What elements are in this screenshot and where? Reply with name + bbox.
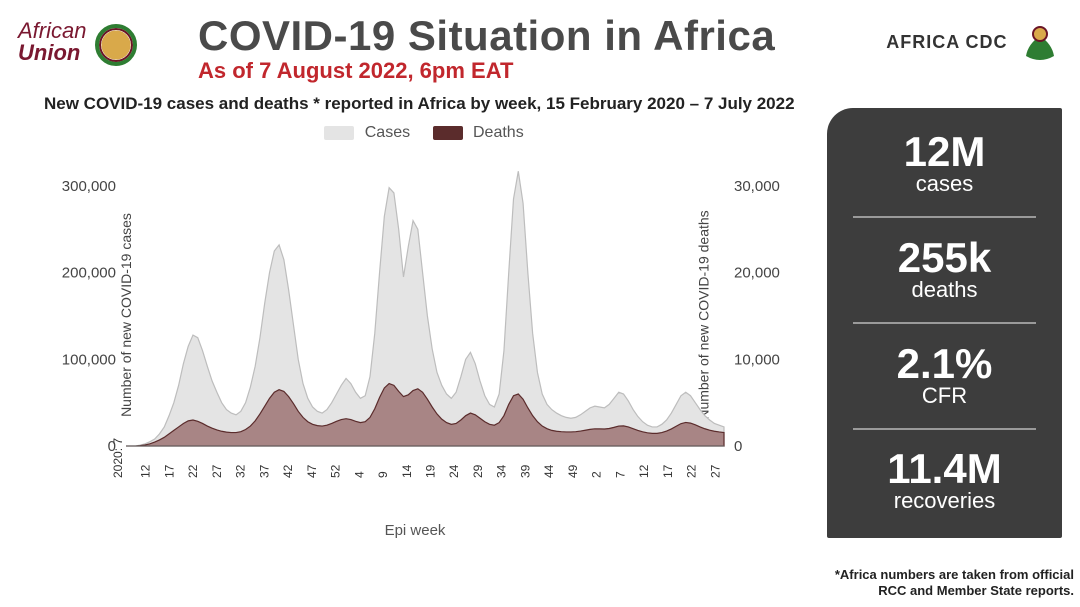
cdc-emblem-icon xyxy=(1018,20,1062,64)
svg-text:14: 14 xyxy=(400,464,414,478)
header: African Union COVID-19 Situation in Afri… xyxy=(0,0,1080,84)
stat-label: recoveries xyxy=(845,488,1044,514)
title-block: COVID-19 Situation in Africa As of 7 Aug… xyxy=(188,12,862,84)
stat-cfr: 2.1% CFR xyxy=(845,339,1044,413)
footnote: *Africa numbers are taken from official … xyxy=(814,567,1074,600)
stat-label: cases xyxy=(845,171,1044,197)
svg-text:47: 47 xyxy=(305,464,319,478)
page-title: COVID-19 Situation in Africa xyxy=(198,12,862,60)
legend-label-deaths: Deaths xyxy=(473,124,524,141)
svg-text:100,000: 100,000 xyxy=(62,351,116,368)
svg-text:4: 4 xyxy=(352,471,366,478)
stat-value: 12M xyxy=(845,131,1044,173)
svg-text:30,000: 30,000 xyxy=(734,178,780,195)
stat-label: deaths xyxy=(845,277,1044,303)
svg-text:17: 17 xyxy=(661,464,675,478)
cdc-logo-text: AFRICA CDC xyxy=(886,32,1007,53)
svg-text:17: 17 xyxy=(162,464,176,478)
svg-text:32: 32 xyxy=(234,464,248,478)
svg-text:44: 44 xyxy=(542,464,556,478)
stat-cases: 12M cases xyxy=(845,127,1044,201)
svg-text:49: 49 xyxy=(566,464,580,478)
svg-text:0: 0 xyxy=(734,438,742,455)
african-union-logo: African Union xyxy=(18,18,188,66)
svg-text:200,000: 200,000 xyxy=(62,265,116,282)
svg-text:22: 22 xyxy=(685,464,699,478)
au-logo-line2: Union xyxy=(18,40,86,66)
svg-text:27: 27 xyxy=(210,464,224,478)
x-axis-label: Epi week xyxy=(30,522,800,539)
svg-text:27: 27 xyxy=(708,464,722,478)
svg-text:20,000: 20,000 xyxy=(734,265,780,282)
svg-text:52: 52 xyxy=(329,464,343,478)
svg-text:2: 2 xyxy=(590,471,604,478)
svg-text:22: 22 xyxy=(186,464,200,478)
svg-text:37: 37 xyxy=(257,464,271,478)
svg-text:42: 42 xyxy=(281,464,295,478)
africa-map-icon xyxy=(95,24,137,66)
chart-plot-wrap: Number of new COVID-19 cases Number of n… xyxy=(30,150,800,480)
svg-text:34: 34 xyxy=(495,464,509,478)
svg-text:300,000: 300,000 xyxy=(62,178,116,195)
svg-text:19: 19 xyxy=(423,464,437,478)
svg-text:24: 24 xyxy=(447,464,461,478)
stat-value: 255k xyxy=(845,237,1044,279)
svg-text:29: 29 xyxy=(471,464,485,478)
stats-panel: 12M cases 255k deaths 2.1% CFR 11.4M rec… xyxy=(827,108,1062,538)
divider xyxy=(853,216,1036,218)
page-subtitle: As of 7 August 2022, 6pm EAT xyxy=(198,58,862,84)
legend-swatch-cases xyxy=(324,126,354,140)
stat-value: 2.1% xyxy=(845,343,1044,385)
chart-area: Cases Deaths Number of new COVID-19 case… xyxy=(30,120,800,550)
svg-text:9: 9 xyxy=(376,471,390,478)
legend-swatch-deaths xyxy=(433,126,463,140)
svg-text:10,000: 10,000 xyxy=(734,351,780,368)
svg-text:12: 12 xyxy=(139,464,153,478)
svg-text:2020: 7: 2020: 7 xyxy=(111,438,125,478)
africa-cdc-logo: AFRICA CDC xyxy=(862,12,1062,64)
stat-label: CFR xyxy=(845,383,1044,409)
divider xyxy=(853,322,1036,324)
divider xyxy=(853,428,1036,430)
svg-text:7: 7 xyxy=(613,471,627,478)
svg-text:39: 39 xyxy=(518,464,532,478)
stat-deaths: 255k deaths xyxy=(845,233,1044,307)
chart-legend: Cases Deaths xyxy=(30,120,800,150)
stat-recoveries: 11.4M recoveries xyxy=(845,444,1044,518)
stat-value: 11.4M xyxy=(845,448,1044,490)
legend-label-cases: Cases xyxy=(365,124,410,141)
chart-svg: 0100,000200,000300,000010,00020,00030,00… xyxy=(30,150,800,480)
svg-text:12: 12 xyxy=(637,464,651,478)
